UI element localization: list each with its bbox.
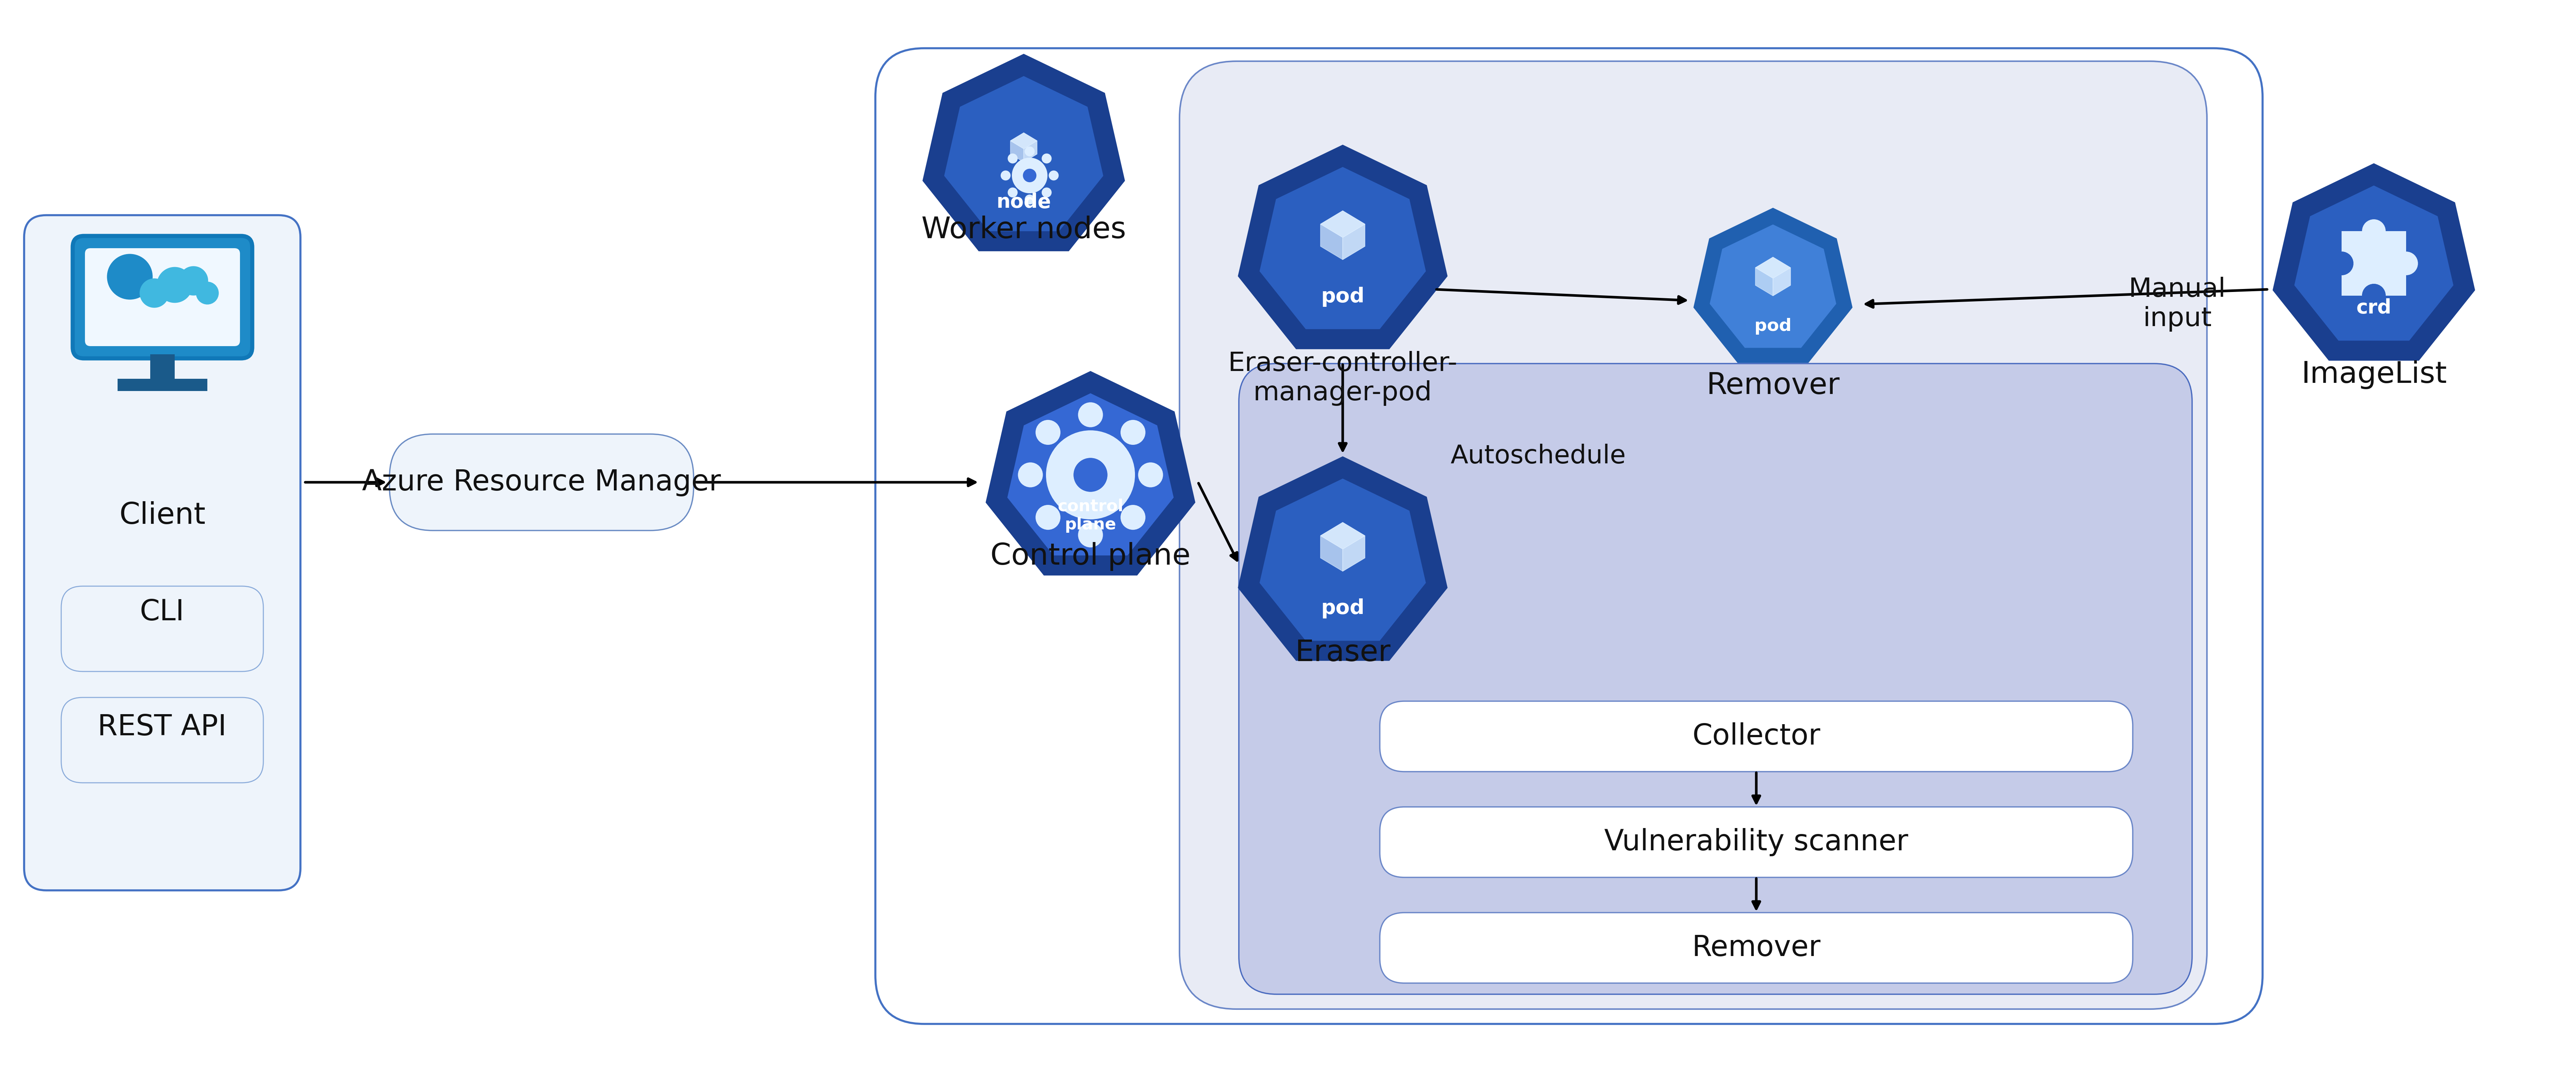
Polygon shape — [1260, 166, 1425, 329]
Polygon shape — [1007, 393, 1175, 555]
Polygon shape — [1321, 536, 1342, 571]
Polygon shape — [1321, 224, 1342, 260]
Text: Vulnerability scanner: Vulnerability scanner — [1605, 828, 1909, 856]
FancyBboxPatch shape — [1239, 364, 2192, 995]
Polygon shape — [1010, 141, 1023, 162]
FancyBboxPatch shape — [1381, 701, 2133, 771]
Circle shape — [2329, 251, 2352, 275]
Circle shape — [196, 281, 219, 305]
Bar — [2342, 231, 2406, 295]
Polygon shape — [1010, 133, 1038, 149]
Circle shape — [2393, 251, 2419, 275]
FancyBboxPatch shape — [389, 434, 693, 531]
Circle shape — [1077, 403, 1103, 427]
Circle shape — [1074, 458, 1108, 492]
Circle shape — [157, 267, 193, 303]
Circle shape — [1121, 420, 1146, 445]
Circle shape — [1007, 188, 1018, 198]
Text: Client: Client — [118, 502, 206, 531]
FancyBboxPatch shape — [72, 236, 252, 359]
Circle shape — [139, 278, 170, 308]
Polygon shape — [1754, 267, 1772, 295]
FancyBboxPatch shape — [62, 697, 263, 783]
FancyBboxPatch shape — [1381, 807, 2133, 877]
Circle shape — [1041, 188, 1051, 198]
Circle shape — [2362, 284, 2385, 307]
Polygon shape — [922, 54, 1126, 251]
Polygon shape — [2272, 163, 2476, 361]
Text: pod: pod — [1321, 287, 1365, 307]
Polygon shape — [1342, 224, 1365, 260]
Polygon shape — [943, 76, 1103, 231]
Text: control
plane: control plane — [1056, 498, 1123, 533]
Circle shape — [1012, 158, 1048, 193]
FancyBboxPatch shape — [23, 215, 301, 890]
Circle shape — [1018, 463, 1043, 488]
Circle shape — [1121, 505, 1146, 529]
Text: Autoschedule: Autoschedule — [1450, 444, 1625, 468]
Circle shape — [2329, 251, 2352, 275]
Circle shape — [1139, 463, 1162, 488]
Circle shape — [1048, 171, 1059, 180]
FancyBboxPatch shape — [1381, 913, 2133, 983]
Circle shape — [1074, 458, 1108, 492]
Text: pod: pod — [1754, 318, 1790, 335]
Polygon shape — [1260, 479, 1425, 641]
Text: Remover: Remover — [1692, 933, 1821, 962]
Circle shape — [2362, 219, 2385, 243]
Text: CLI: CLI — [139, 598, 185, 626]
Polygon shape — [1236, 456, 1448, 661]
Circle shape — [1036, 420, 1061, 445]
Text: Manual
input: Manual input — [2128, 277, 2226, 332]
Polygon shape — [1321, 211, 1365, 237]
Text: Collector: Collector — [1692, 723, 1821, 751]
Text: node: node — [997, 192, 1051, 212]
Text: REST API: REST API — [98, 713, 227, 741]
Text: Azure Resource Manager: Azure Resource Manager — [363, 468, 721, 496]
Text: ImageList: ImageList — [2300, 360, 2447, 389]
Circle shape — [999, 171, 1010, 180]
Text: pod: pod — [1321, 598, 1365, 619]
Polygon shape — [987, 371, 1195, 576]
Text: Control plane: Control plane — [989, 542, 1190, 571]
Polygon shape — [1236, 145, 1448, 349]
Circle shape — [1025, 146, 1036, 157]
Text: Eraser-controller-
manager-pod: Eraser-controller- manager-pod — [1229, 351, 1458, 406]
Circle shape — [108, 253, 152, 300]
Bar — [118, 379, 206, 391]
Circle shape — [1023, 169, 1036, 183]
Circle shape — [1077, 522, 1103, 548]
Polygon shape — [1710, 224, 1837, 348]
Bar — [149, 354, 175, 382]
Text: crd: crd — [2357, 299, 2391, 318]
FancyBboxPatch shape — [1180, 61, 2208, 1010]
FancyBboxPatch shape — [876, 48, 2262, 1024]
Circle shape — [1041, 154, 1051, 163]
Polygon shape — [1023, 141, 1038, 162]
Text: Remover: Remover — [1705, 372, 1839, 401]
Circle shape — [1007, 154, 1018, 163]
Circle shape — [1046, 431, 1136, 520]
Polygon shape — [1321, 522, 1365, 549]
Circle shape — [2362, 284, 2385, 307]
Polygon shape — [1772, 267, 1790, 295]
Circle shape — [1025, 194, 1036, 204]
Polygon shape — [2295, 186, 2452, 340]
Circle shape — [1036, 505, 1061, 529]
Text: Worker nodes: Worker nodes — [922, 216, 1126, 245]
Circle shape — [178, 266, 209, 295]
Text: Eraser: Eraser — [1296, 638, 1391, 667]
FancyBboxPatch shape — [85, 248, 240, 346]
Polygon shape — [1754, 257, 1790, 278]
Polygon shape — [1692, 207, 1852, 363]
FancyBboxPatch shape — [62, 586, 263, 671]
Polygon shape — [1342, 536, 1365, 571]
